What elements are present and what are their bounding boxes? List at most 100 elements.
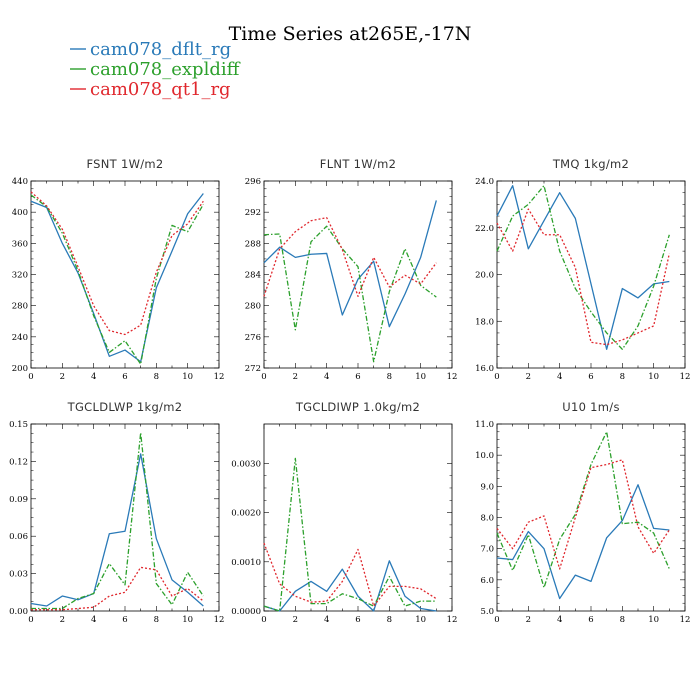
y-tick-label: 0.0000 bbox=[231, 607, 261, 617]
x-tick-label: 4 bbox=[324, 615, 329, 625]
y-tick-label: 16.0 bbox=[475, 364, 494, 374]
x-tick-label: 12 bbox=[447, 615, 458, 625]
x-tick-label: 4 bbox=[557, 372, 562, 382]
y-tick-label: 0.00 bbox=[9, 607, 28, 617]
x-tick-label: 4 bbox=[91, 615, 96, 625]
x-tick-label: 10 bbox=[415, 615, 426, 625]
x-tick-label: 10 bbox=[415, 372, 426, 382]
y-tick-label: 18.0 bbox=[475, 317, 494, 327]
x-tick-label: 10 bbox=[648, 615, 659, 625]
y-tick-label: 320 bbox=[12, 271, 28, 281]
x-tick-label: 0 bbox=[261, 615, 266, 625]
panel-6: U10 1m/s 0 2 4 6 8 10 12 5.0 6.0 7.0 8.0 9.0 10.0 11.0 bbox=[475, 400, 690, 625]
x-tick-label: 10 bbox=[648, 372, 659, 382]
panel-title: FSNT 1W/m2 bbox=[86, 157, 163, 171]
series-line-cam078_dflt_rg bbox=[496, 484, 670, 600]
x-tick-label: 6 bbox=[588, 372, 593, 382]
panel-3: TMQ 1kg/m2 0 2 4 6 8 10 12 16.0 18.0 20.0 22.0 24.0 bbox=[475, 157, 690, 382]
x-tick-label: 2 bbox=[60, 615, 65, 625]
y-tick-label: 288 bbox=[245, 239, 261, 249]
figure-title: Time Series at265E,-17N bbox=[229, 23, 472, 45]
y-tick-label: 0.03 bbox=[9, 570, 28, 580]
x-tick-label: 0 bbox=[28, 615, 33, 625]
y-tick-label: 0.0030 bbox=[231, 459, 261, 469]
y-tick-label: 200 bbox=[12, 364, 28, 374]
y-tick-label: 280 bbox=[245, 302, 261, 312]
series-line-cam078_dflt_rg bbox=[30, 453, 204, 607]
y-tick-label: 400 bbox=[12, 208, 28, 218]
x-tick-label: 0 bbox=[261, 372, 266, 382]
x-tick-label: 12 bbox=[214, 372, 225, 382]
x-tick-label: 12 bbox=[447, 372, 458, 382]
x-tick-label: 8 bbox=[620, 372, 625, 382]
x-tick-label: 2 bbox=[526, 372, 531, 382]
y-tick-label: 22.0 bbox=[475, 224, 494, 234]
series-line-cam078_qt1_rg bbox=[496, 208, 670, 346]
plot-frame bbox=[263, 180, 453, 369]
y-tick-label: 280 bbox=[12, 302, 28, 312]
series-line-cam078_dflt_rg bbox=[496, 185, 670, 350]
x-tick-label: 2 bbox=[293, 615, 298, 625]
panel-4: TGCLDLWP 1kg/m2 0 2 4 6 8 10 12 0.00 0.03 0.06 0.09… bbox=[9, 400, 224, 625]
x-tick-label: 8 bbox=[620, 615, 625, 625]
series-line-cam078_qt1_rg bbox=[263, 542, 437, 607]
legend-label-cam078_expldiff: cam078_expldiff bbox=[90, 59, 241, 80]
panels: FSNT 1W/m20 2 4 6 8 10 12200240280320360400440… bbox=[9, 157, 690, 625]
series-line-cam078_qt1_rg bbox=[263, 216, 437, 297]
panel-1: FSNT 1W/m2 0 2 4 6 8 10 12 200 240 280 320 360 400 440 bbox=[12, 157, 225, 382]
series-line-cam078_expldiff bbox=[31, 432, 204, 610]
x-tick-label: 0 bbox=[494, 372, 499, 382]
y-tick-label: 240 bbox=[12, 333, 28, 343]
plot-frame bbox=[496, 423, 686, 612]
y-tick-label: 11.0 bbox=[475, 420, 494, 430]
y-tick-label: 0.0020 bbox=[231, 509, 261, 519]
y-tick-label: 0.06 bbox=[9, 532, 28, 542]
x-tick-label: 8 bbox=[387, 372, 392, 382]
y-tick-label: 296 bbox=[245, 177, 261, 187]
x-tick-label: 8 bbox=[154, 615, 159, 625]
x-tick-label: 8 bbox=[154, 372, 159, 382]
legend-label-cam078_qt1_rg: cam078_qt1_rg bbox=[90, 79, 231, 100]
x-tick-label: 12 bbox=[680, 615, 691, 625]
series-line-cam078_expldiff bbox=[30, 194, 204, 365]
panel-title: FLNT 1W/m2 bbox=[320, 157, 396, 171]
legend: cam078_dflt_rgcam078_expldiffcam078_qt1_… bbox=[70, 39, 241, 100]
x-tick-label: 4 bbox=[91, 372, 96, 382]
panel-2: FLNT 1W/m2 0 2 4 6 8 10 12 272 276 280 284 288 292 296 bbox=[245, 157, 458, 382]
series-line-cam078_expldiff bbox=[263, 225, 437, 363]
series-line-cam078_expldiff bbox=[496, 431, 670, 589]
y-tick-label: 440 bbox=[12, 177, 28, 187]
y-tick-label: 0.12 bbox=[9, 457, 28, 467]
x-tick-label: 12 bbox=[214, 615, 225, 625]
series-line-cam078_dflt_rg bbox=[263, 200, 437, 328]
x-tick-label: 4 bbox=[324, 372, 329, 382]
series-line-cam078_qt1_rg bbox=[31, 566, 204, 611]
x-tick-label: 6 bbox=[355, 372, 360, 382]
x-tick-label: 2 bbox=[293, 372, 298, 382]
y-tick-label: 0.0010 bbox=[231, 558, 261, 568]
x-tick-label: 8 bbox=[387, 615, 392, 625]
x-tick-label: 6 bbox=[122, 615, 127, 625]
x-tick-label: 2 bbox=[60, 372, 65, 382]
series-line-cam078_expldiff bbox=[263, 457, 437, 612]
y-tick-label: 24.0 bbox=[475, 177, 494, 187]
panel-5: TGCLDIWP 1.0kg/m2 0 2 4 6 8 10 12 0.0000 0.0010 0.… bbox=[231, 400, 457, 625]
series-line-cam078_dflt_rg bbox=[263, 560, 437, 612]
y-tick-label: 276 bbox=[245, 333, 261, 343]
y-tick-label: 0.15 bbox=[9, 420, 28, 430]
x-tick-label: 6 bbox=[122, 372, 127, 382]
y-tick-label: 9.0 bbox=[480, 482, 494, 492]
x-tick-label: 0 bbox=[494, 615, 499, 625]
legend-label-cam078_dflt_rg: cam078_dflt_rg bbox=[90, 39, 231, 60]
x-tick-label: 12 bbox=[680, 372, 691, 382]
panel-title: TGCLDIWP 1.0kg/m2 bbox=[295, 400, 420, 414]
y-tick-label: 20.0 bbox=[475, 271, 494, 281]
y-tick-label: 8.0 bbox=[480, 514, 494, 524]
x-tick-label: 2 bbox=[526, 615, 531, 625]
series-line-cam078_qt1_rg bbox=[496, 459, 670, 570]
y-tick-label: 360 bbox=[12, 239, 28, 249]
x-tick-label: 0 bbox=[28, 372, 33, 382]
plot-frame bbox=[263, 423, 453, 612]
panel-title: TMQ 1kg/m2 bbox=[552, 157, 629, 171]
